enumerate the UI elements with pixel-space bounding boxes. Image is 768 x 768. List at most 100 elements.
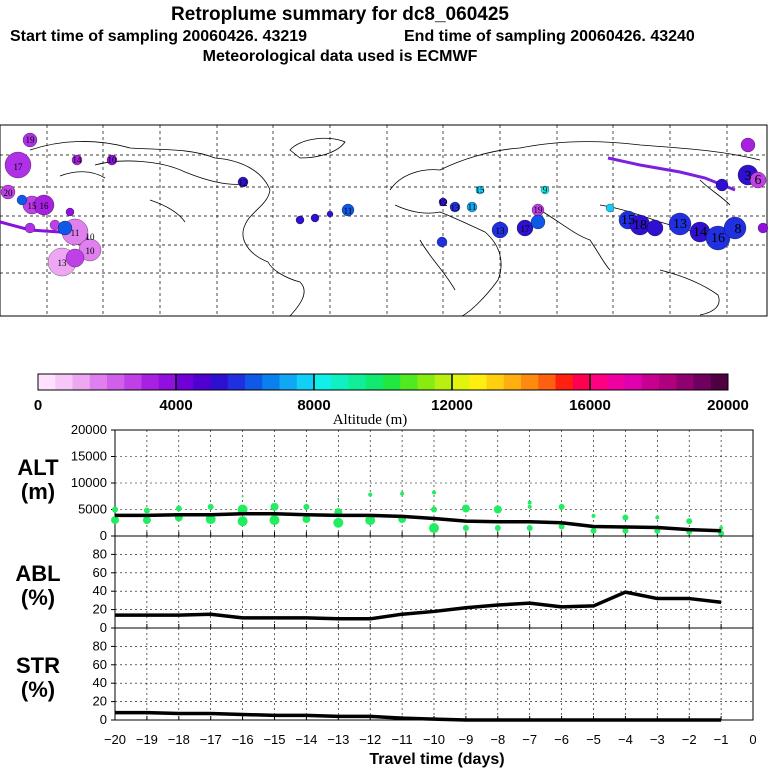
colorbar-swatch-28 <box>521 374 539 390</box>
scatter-point-13 <box>302 515 311 524</box>
scatter-point-24 <box>432 490 436 495</box>
plume-marker-30 <box>436 236 448 248</box>
ytick-label-0-4: 20000 <box>71 422 107 437</box>
xtick-label-20: 0 <box>749 732 756 747</box>
track-line-east <box>607 156 736 192</box>
map-label-8: 10 <box>86 246 96 256</box>
xtick-label-11: −9 <box>458 732 473 747</box>
scatter-point-15 <box>333 517 344 528</box>
scatter-point-37 <box>622 514 629 521</box>
map-label-19: 17 <box>521 224 531 234</box>
scatter-point-34 <box>590 527 597 534</box>
scatter-point-30 <box>527 504 532 509</box>
series-line-0 <box>115 511 722 533</box>
scatter-point-12 <box>270 502 279 511</box>
scatter-point-18 <box>365 515 376 526</box>
map-label-2: 14 <box>73 155 83 165</box>
map-label-14: 11 <box>468 202 477 212</box>
plume-marker-34 <box>646 219 664 237</box>
colorbar-swatch-15 <box>296 374 315 390</box>
sampling-end: End time of sampling 20060426. 43240 <box>404 28 695 45</box>
xtick-label-14: −6 <box>554 732 569 747</box>
plume-marker-11 <box>65 248 85 268</box>
panel-abl: 0 20 40 60 80 ABL(%) <box>15 535 754 635</box>
xtick-label-15: −5 <box>586 732 601 747</box>
ytick-label-0-1: 5000 <box>78 502 107 517</box>
map-label-22: 16 <box>711 231 725 246</box>
plume-marker-3 <box>106 154 118 166</box>
plume-marker-20 <box>341 203 355 217</box>
scatter-point-8 <box>237 516 248 527</box>
scatter-point-26 <box>461 504 470 513</box>
plume-marker-24 <box>475 185 485 195</box>
scatter-point-1 <box>112 506 118 513</box>
sampling-start: Start time of sampling 20060426. 43219 <box>10 28 307 45</box>
scatter-point-41 <box>686 518 693 525</box>
colorbar-swatch-19 <box>365 374 384 390</box>
panel-grid-2 <box>115 628 753 720</box>
map-label-16: 9 <box>543 185 548 195</box>
xtick-label-4: −16 <box>232 732 254 747</box>
xtick-label-16: −4 <box>618 732 633 747</box>
plume-marker-21 <box>438 197 448 207</box>
ytick-label-1-3: 60 <box>93 565 107 580</box>
xtick-label-1: −19 <box>136 732 158 747</box>
panel-unit-0: (m) <box>21 479 55 504</box>
xtick-label-10: −10 <box>423 732 445 747</box>
plume-marker-2 <box>71 154 83 166</box>
ytick-label-2-2: 40 <box>93 675 107 690</box>
colorbar-swatch-37 <box>676 374 694 390</box>
panel-unit-2: (%) <box>21 677 55 702</box>
colorbar-swatch-12 <box>245 374 263 390</box>
ytick-label-0-3: 15000 <box>71 449 107 464</box>
figure-title: Retroplume summary for dc8_060425 <box>171 4 509 25</box>
panel-alt: 0 5000 10000 15000 20000 ALT(m) <box>17 422 754 543</box>
map-label-18: 13 <box>496 226 506 236</box>
panel-grid-1 <box>115 536 753 628</box>
colorbar-tick-2: 8000 <box>297 397 330 414</box>
plume-marker-6 <box>33 194 55 216</box>
altitude-colorbar: 0 4000 8000 12000 16000 20000 <box>34 373 749 414</box>
plume-marker-4 <box>0 184 16 200</box>
colorbar-swatch-1 <box>55 374 73 390</box>
colorbar-swatch-22 <box>417 374 436 390</box>
scatter-point-27 <box>494 525 501 532</box>
plume-marker-15 <box>57 220 73 236</box>
plume-marker-22 <box>449 201 461 213</box>
xtick-label-0: −20 <box>104 732 126 747</box>
colorbar-swatch-4 <box>107 374 125 390</box>
map-label-23: 13 <box>673 217 687 232</box>
colorbar-swatch-10 <box>210 374 229 390</box>
map-gridlines <box>0 125 767 316</box>
xtick-label-13: −7 <box>522 732 537 747</box>
scatter-point-14 <box>303 503 310 510</box>
panel-label-2: STR <box>16 653 60 678</box>
colorbar-swatch-27 <box>503 374 522 390</box>
plume-marker-18 <box>310 213 320 223</box>
colorbar-tick-5: 20000 <box>707 397 749 414</box>
map-label-0: 19 <box>26 135 36 145</box>
xtick-label-17: −3 <box>650 732 665 747</box>
plume-marker-29 <box>530 214 546 230</box>
plume-marker-41 <box>749 171 767 189</box>
ytick-label-2-1: 20 <box>93 694 107 709</box>
plume-marker-43 <box>757 222 768 234</box>
plume-marker-28 <box>516 219 534 237</box>
map-label-13: 13 <box>451 203 461 213</box>
colorbar-swatch-32 <box>590 374 608 390</box>
map-label-7: 11 <box>71 228 80 238</box>
xtick-label-5: −15 <box>263 732 285 747</box>
colorbar-swatch-31 <box>572 374 591 390</box>
map-label-25: 15 <box>621 213 635 228</box>
scatter-point-22 <box>429 523 439 534</box>
map-label-1: 17 <box>14 162 24 172</box>
ytick-label-1-2: 40 <box>93 583 107 598</box>
met-data-line: Meteorological data used is ECMWF <box>203 48 478 65</box>
colorbar-swatch-29 <box>538 374 556 390</box>
scatter-point-11 <box>269 515 280 526</box>
scatter-point-29 <box>526 525 533 532</box>
colorbar-swatch-16 <box>314 374 332 390</box>
colorbar-swatch-18 <box>348 374 367 390</box>
